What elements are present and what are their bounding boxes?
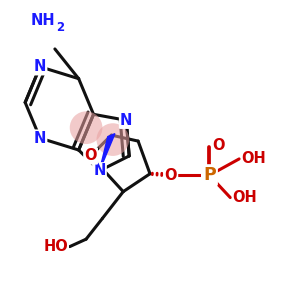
Text: HO: HO [44, 239, 68, 254]
Text: OH: OH [242, 152, 266, 166]
Text: O: O [165, 168, 177, 183]
Text: N: N [34, 59, 46, 74]
Text: 2: 2 [56, 21, 64, 34]
Text: N: N [120, 113, 132, 128]
Text: N: N [93, 163, 106, 178]
Text: O: O [212, 138, 225, 153]
Text: OH: OH [232, 190, 257, 205]
Text: N: N [34, 130, 46, 146]
Polygon shape [100, 134, 115, 171]
Circle shape [97, 123, 129, 156]
Text: P: P [203, 166, 216, 184]
Text: NH: NH [30, 13, 55, 28]
Text: O: O [84, 148, 97, 164]
Circle shape [70, 111, 102, 144]
